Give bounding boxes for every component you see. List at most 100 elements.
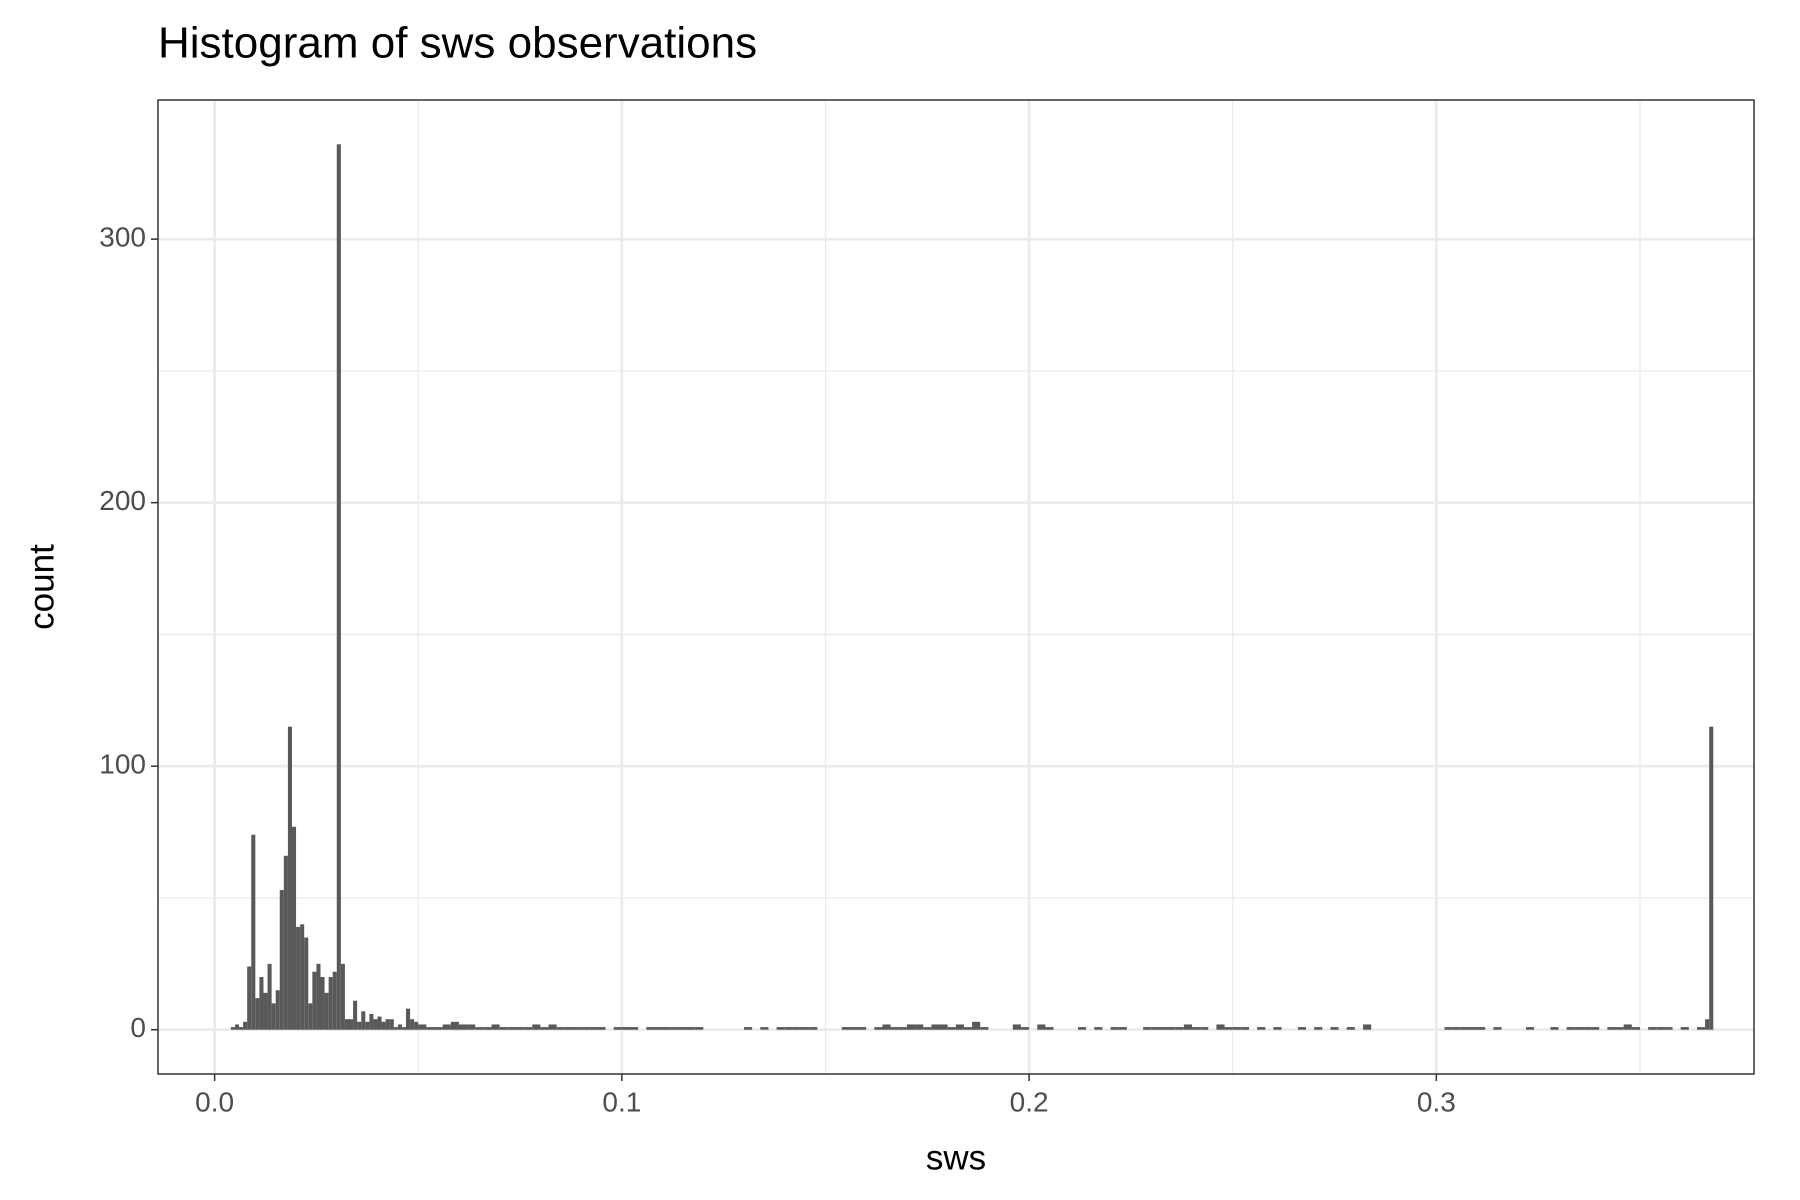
bar: [1020, 1027, 1030, 1030]
bar: [357, 1021, 362, 1030]
x-tick-label: 0.2: [1010, 1086, 1049, 1117]
bar: [744, 1027, 753, 1030]
bar: [234, 1024, 240, 1030]
bar: [898, 1027, 907, 1030]
bar: [377, 1016, 382, 1030]
bar: [947, 1027, 956, 1030]
bar: [239, 1027, 244, 1030]
bar: [858, 1027, 867, 1030]
bar: [491, 1024, 500, 1030]
bar: [1232, 1027, 1241, 1030]
bar: [283, 855, 288, 1030]
bar: [308, 1003, 313, 1030]
bar: [389, 1019, 394, 1030]
bar: [397, 1024, 402, 1030]
bar: [646, 1027, 655, 1030]
bar: [1110, 1027, 1119, 1030]
bar: [259, 977, 264, 1030]
bar: [849, 1027, 859, 1030]
bar: [923, 1027, 932, 1030]
bar: [1240, 1027, 1250, 1030]
bar: [304, 937, 309, 1030]
bar: [1607, 1027, 1616, 1030]
y-tick-label: 300: [99, 222, 146, 253]
bar: [251, 834, 256, 1030]
bar: [1167, 1027, 1176, 1030]
bar: [1493, 1027, 1502, 1030]
bar: [291, 826, 297, 1030]
bar: [532, 1024, 541, 1030]
bar: [230, 1027, 235, 1030]
bar: [654, 1027, 663, 1030]
bar: [792, 1027, 802, 1030]
bar: [572, 1027, 582, 1030]
bar: [963, 1027, 973, 1030]
bar: [1680, 1027, 1689, 1030]
bar: [1664, 1027, 1673, 1030]
bar: [1118, 1027, 1127, 1030]
bar: [760, 1027, 769, 1030]
bar: [312, 971, 317, 1030]
bar: [344, 1019, 349, 1030]
bar: [1012, 1024, 1021, 1030]
bar: [385, 1019, 390, 1030]
bar: [434, 1027, 443, 1030]
bar: [1696, 1027, 1706, 1030]
bar: [776, 1027, 785, 1030]
bar: [467, 1024, 476, 1030]
bar: [332, 971, 337, 1030]
bar: [1159, 1027, 1168, 1030]
bar: [1468, 1027, 1478, 1030]
bar: [348, 1019, 354, 1030]
y-tick-label: 0: [130, 1012, 146, 1043]
bar: [524, 1027, 533, 1030]
bar: [1648, 1027, 1657, 1030]
bar: [361, 1011, 366, 1030]
x-tick-label: 0.1: [602, 1086, 641, 1117]
bar: [410, 1019, 415, 1030]
bar: [1591, 1027, 1600, 1030]
bar: [874, 1027, 883, 1030]
bar: [1705, 1019, 1710, 1030]
x-axis-title: sws: [926, 1138, 986, 1177]
bar: [1656, 1027, 1665, 1030]
bar: [279, 890, 284, 1030]
bar: [401, 1027, 407, 1030]
bar: [801, 1027, 810, 1030]
bar: [450, 1021, 459, 1030]
bar: [629, 1027, 639, 1030]
y-axis-title: count: [22, 544, 61, 630]
bar: [1709, 726, 1714, 1030]
bar: [247, 966, 252, 1030]
bar: [1566, 1027, 1575, 1030]
bar: [564, 1027, 573, 1030]
bar: [1143, 1027, 1152, 1030]
bar: [353, 1000, 358, 1030]
bar: [369, 1013, 374, 1030]
bar: [939, 1024, 948, 1030]
bar: [1550, 1027, 1559, 1030]
bar: [621, 1027, 630, 1030]
bar: [381, 1021, 386, 1030]
bar: [406, 1008, 411, 1030]
bar: [548, 1024, 557, 1030]
bar: [1623, 1024, 1632, 1030]
bar: [275, 990, 280, 1030]
bar: [243, 1021, 248, 1030]
bar: [418, 1024, 427, 1030]
bar: [393, 1027, 398, 1030]
bar: [324, 992, 329, 1030]
bar: [328, 977, 333, 1030]
panel-border: [157, 99, 1755, 1075]
bar: [320, 977, 325, 1030]
bar: [597, 1027, 606, 1030]
bar: [340, 963, 345, 1030]
bar: [1224, 1027, 1233, 1030]
bar: [556, 1027, 565, 1030]
bar: [662, 1027, 671, 1030]
bar: [1094, 1027, 1103, 1030]
bar: [1525, 1027, 1535, 1030]
bar: [458, 1024, 468, 1030]
bar: [483, 1027, 492, 1030]
